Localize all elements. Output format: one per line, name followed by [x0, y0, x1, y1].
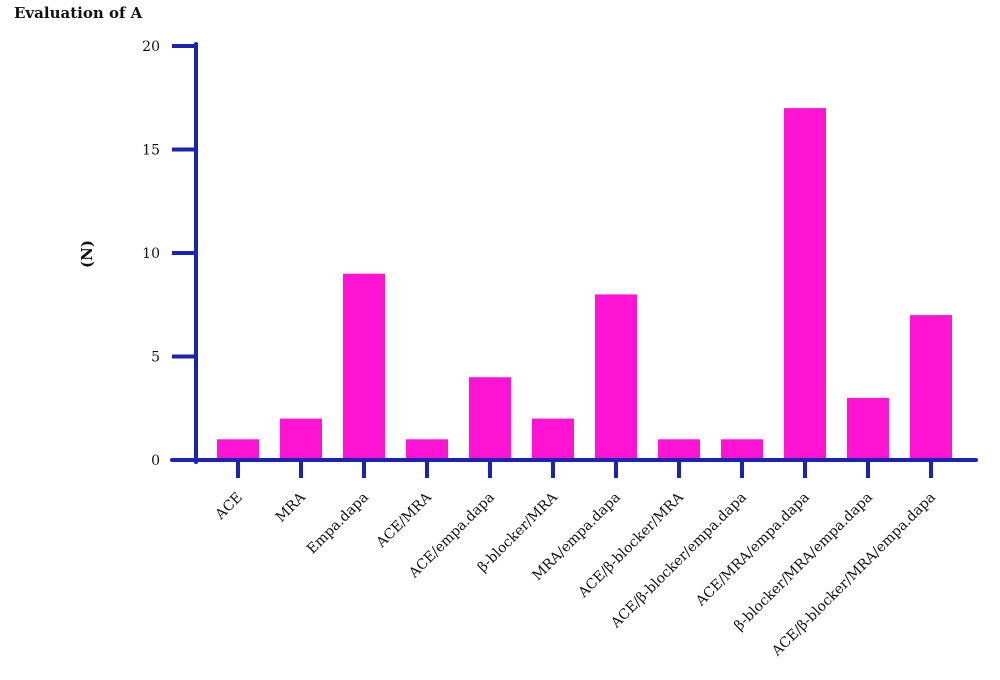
bar: [532, 418, 574, 460]
x-tick-label: Empa.dapa: [304, 490, 372, 558]
y-axis: 0 5 10 15 20: [142, 39, 198, 469]
y-tick-label: 20: [142, 39, 160, 55]
bar: [721, 439, 763, 460]
x-tick-label: ACE/β-blocker/MRA: [575, 489, 688, 602]
x-tick-label: ACE/MRA/empa.dapa: [692, 490, 812, 610]
y-tick-label: 15: [142, 143, 160, 159]
x-tick-label: ACE: [212, 490, 246, 524]
bar: [784, 108, 826, 460]
bar: [595, 294, 637, 460]
x-tick-label: MRA: [273, 489, 310, 526]
y-tick-label: 0: [151, 453, 160, 469]
bar: [343, 273, 385, 460]
bar: [847, 397, 889, 460]
bar: [469, 377, 511, 460]
y-tick-label: 5: [151, 350, 160, 366]
bar: [406, 439, 448, 460]
bar: [658, 439, 700, 460]
x-tick-label: ACE/β-blocker/empa.dapa: [607, 490, 749, 632]
bar: [280, 418, 322, 460]
chart-title: Evaluation of A: [14, 4, 143, 22]
y-tick-label: 10: [142, 246, 160, 262]
x-tick-label: ACE/MRA: [373, 489, 436, 552]
bar: [217, 439, 259, 460]
bars-group: [217, 108, 952, 460]
y-axis-label: (N): [78, 240, 96, 268]
bar: [910, 315, 952, 460]
